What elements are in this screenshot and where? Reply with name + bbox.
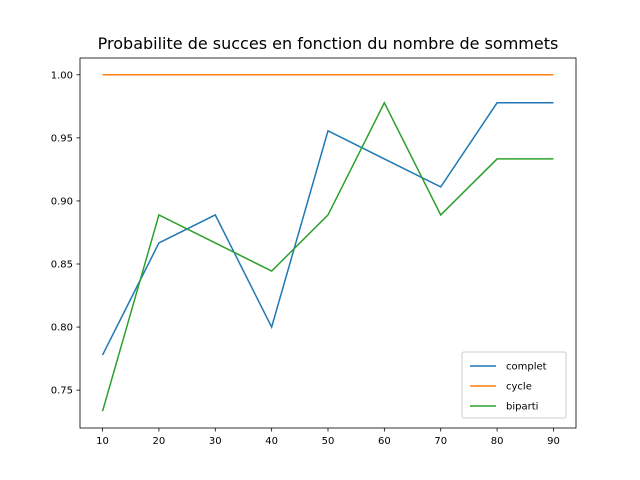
x-tick-label: 80 xyxy=(491,436,504,447)
series-line-biparti xyxy=(101,101,554,412)
y-axis-ticks: 0.75 0.80 0.85 0.90 0.95 1.00 xyxy=(51,70,80,397)
x-tick-label: 10 xyxy=(96,436,109,447)
legend-label-biparti: biparti xyxy=(506,402,538,413)
legend-box xyxy=(461,351,567,419)
plot-lines xyxy=(101,74,554,412)
x-tick-label: 60 xyxy=(378,436,391,447)
series-line-complet xyxy=(101,102,554,356)
y-tick-label: 0.90 xyxy=(51,196,73,207)
y-tick-label: 0.75 xyxy=(51,386,73,397)
y-tick-label: 0.85 xyxy=(51,260,73,271)
legend-label-cycle: cycle xyxy=(506,382,532,393)
x-tick-label: 30 xyxy=(209,436,222,447)
y-tick-label: 1.00 xyxy=(51,70,73,81)
legend-label-complet: complet xyxy=(506,362,547,373)
x-tick-label: 50 xyxy=(322,436,335,447)
x-tick-label: 90 xyxy=(547,436,560,447)
plot-area-frame xyxy=(79,57,577,429)
x-tick-label: 40 xyxy=(265,436,278,447)
x-tick-label: 20 xyxy=(153,436,166,447)
legend: complet cycle biparti xyxy=(461,351,567,419)
x-tick-label: 70 xyxy=(434,436,447,447)
y-tick-label: 0.95 xyxy=(51,133,73,144)
chart-title: Probabilite de succes en fonction du nom… xyxy=(98,34,559,53)
x-axis-ticks: 10 20 30 40 50 60 70 80 90 xyxy=(96,428,560,447)
y-tick-label: 0.80 xyxy=(51,323,73,334)
